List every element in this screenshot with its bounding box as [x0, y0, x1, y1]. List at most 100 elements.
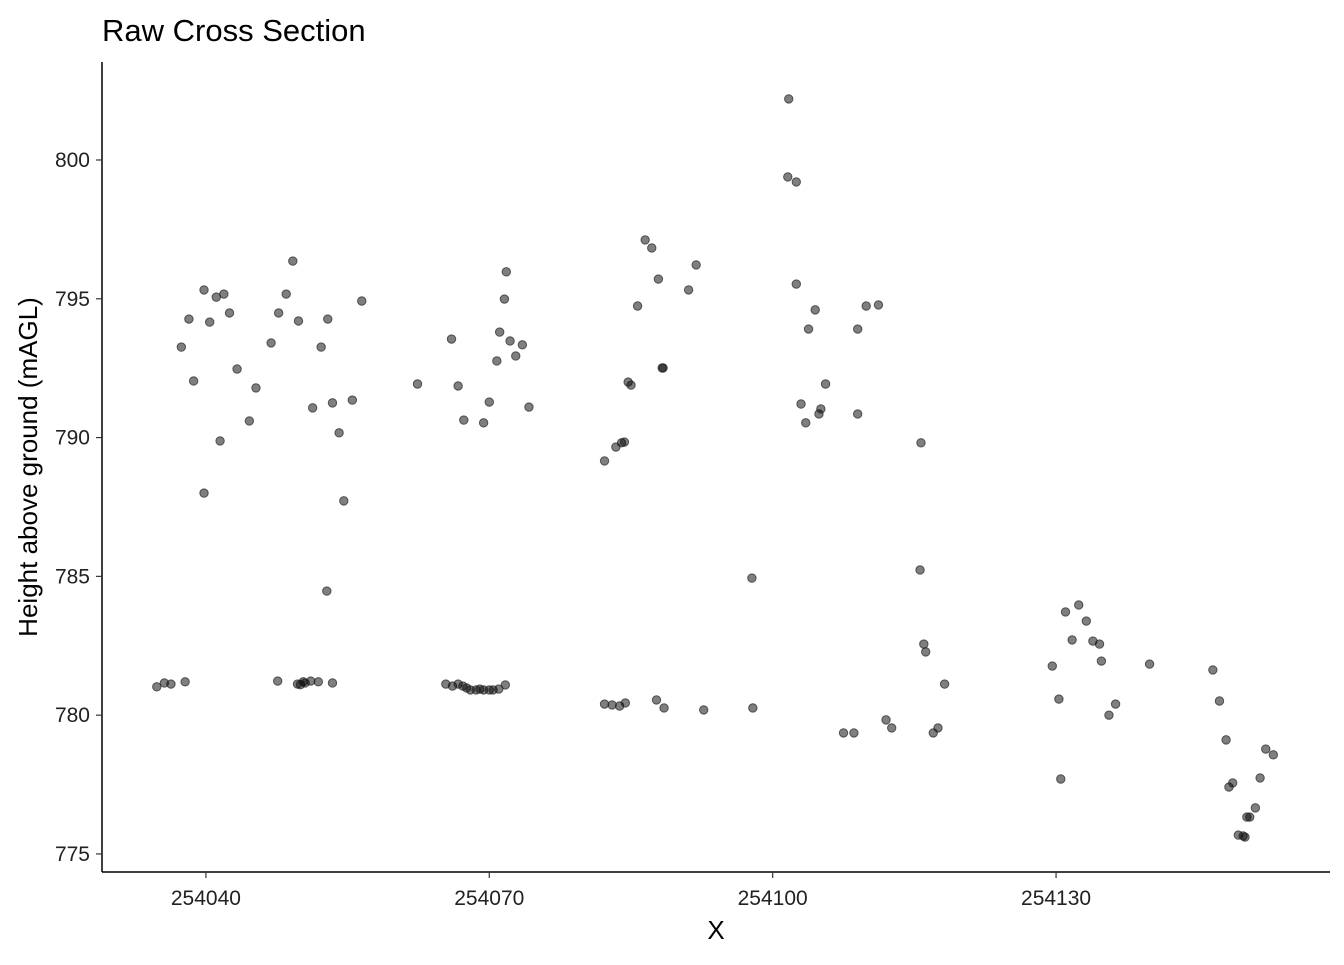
data-point [1094, 639, 1105, 649]
data-point [919, 639, 929, 649]
data-point [632, 301, 643, 311]
data-point [784, 94, 794, 104]
data-point [500, 680, 511, 690]
data-point [916, 438, 926, 448]
y-tick-label: 800 [55, 149, 90, 172]
data-point [1208, 665, 1218, 675]
data-point [791, 279, 801, 289]
data-point [215, 436, 225, 446]
data-point [1245, 812, 1255, 822]
data-point [478, 418, 489, 428]
data-point [166, 679, 176, 689]
data-point [180, 677, 190, 687]
data-point [1255, 773, 1265, 783]
data-point [651, 695, 662, 705]
data-point [251, 383, 261, 393]
data-point [1221, 735, 1231, 745]
data-point [1228, 778, 1238, 788]
data-point [494, 684, 504, 694]
data-point [272, 676, 283, 686]
data-point [224, 308, 235, 318]
data-point [1067, 635, 1077, 645]
data-point [921, 647, 931, 657]
data-point [484, 397, 494, 407]
data-point [607, 700, 617, 710]
data-point [244, 416, 255, 426]
y-axis-label: Height above ground (mAGL) [13, 297, 43, 637]
data-point [1144, 659, 1155, 669]
data-point [620, 698, 631, 708]
data-point [492, 356, 502, 366]
data-point [915, 565, 925, 575]
data-point [184, 314, 194, 324]
chart-title: Raw Cross Section [102, 13, 366, 48]
data-point [322, 586, 332, 596]
data-point [266, 338, 276, 348]
data-point [511, 351, 521, 361]
x-tick-label: 254040 [171, 887, 241, 910]
data-point [803, 324, 814, 334]
data-point [273, 308, 284, 318]
data-point [517, 340, 528, 350]
y-ticks: 775 780 785 790 795 800 [55, 149, 102, 866]
y-tick-label: 775 [55, 843, 90, 866]
data-point [816, 404, 826, 414]
data-point [647, 243, 657, 253]
data-point [1268, 750, 1279, 760]
data-point [659, 703, 669, 713]
x-tick-label: 254100 [738, 887, 808, 910]
data-point [152, 682, 162, 692]
data-point [801, 418, 811, 428]
data-point [339, 496, 349, 506]
data-point [820, 379, 831, 389]
data-point [683, 285, 694, 295]
data-point [852, 409, 863, 419]
data-point [849, 728, 859, 738]
data-point [347, 395, 358, 405]
data-point [204, 317, 215, 327]
y-tick-label: 790 [55, 427, 90, 450]
y-tick-label: 785 [55, 565, 90, 588]
data-point [1047, 661, 1057, 671]
data-point [199, 488, 209, 498]
data-point [1104, 710, 1114, 720]
data-point [838, 728, 849, 738]
data-point [691, 260, 701, 270]
data-point [453, 381, 463, 391]
data-point [791, 177, 801, 187]
data-point [1250, 803, 1261, 813]
data-point [1054, 694, 1064, 704]
data-point [357, 296, 367, 306]
data-point [232, 364, 242, 374]
y-tick-label: 780 [55, 704, 90, 727]
data-point [1081, 616, 1091, 626]
data-point [747, 573, 757, 583]
data-point [619, 437, 630, 447]
data-point [499, 294, 510, 304]
x-axis-label: X [707, 915, 724, 945]
data-point [307, 403, 318, 413]
data-point [783, 172, 793, 182]
y-tick-label: 795 [55, 288, 90, 311]
data-point [219, 289, 229, 299]
data-point [852, 324, 863, 334]
data-point [334, 428, 344, 438]
data-point [1214, 696, 1225, 706]
data-point [881, 715, 891, 725]
data-point [599, 456, 610, 466]
data-point [939, 679, 950, 689]
data-point [1056, 774, 1066, 784]
points-layer [152, 94, 1279, 842]
data-point [524, 402, 534, 412]
data-point [873, 300, 884, 310]
data-point [199, 285, 209, 295]
data-point [293, 316, 304, 326]
data-point [1240, 832, 1250, 842]
x-ticks: 254040 254070 254100 254130 [171, 872, 1091, 910]
data-point [313, 677, 324, 687]
data-point [1074, 600, 1084, 610]
data-point [653, 274, 664, 284]
data-point [494, 327, 505, 337]
data-point [505, 336, 515, 346]
